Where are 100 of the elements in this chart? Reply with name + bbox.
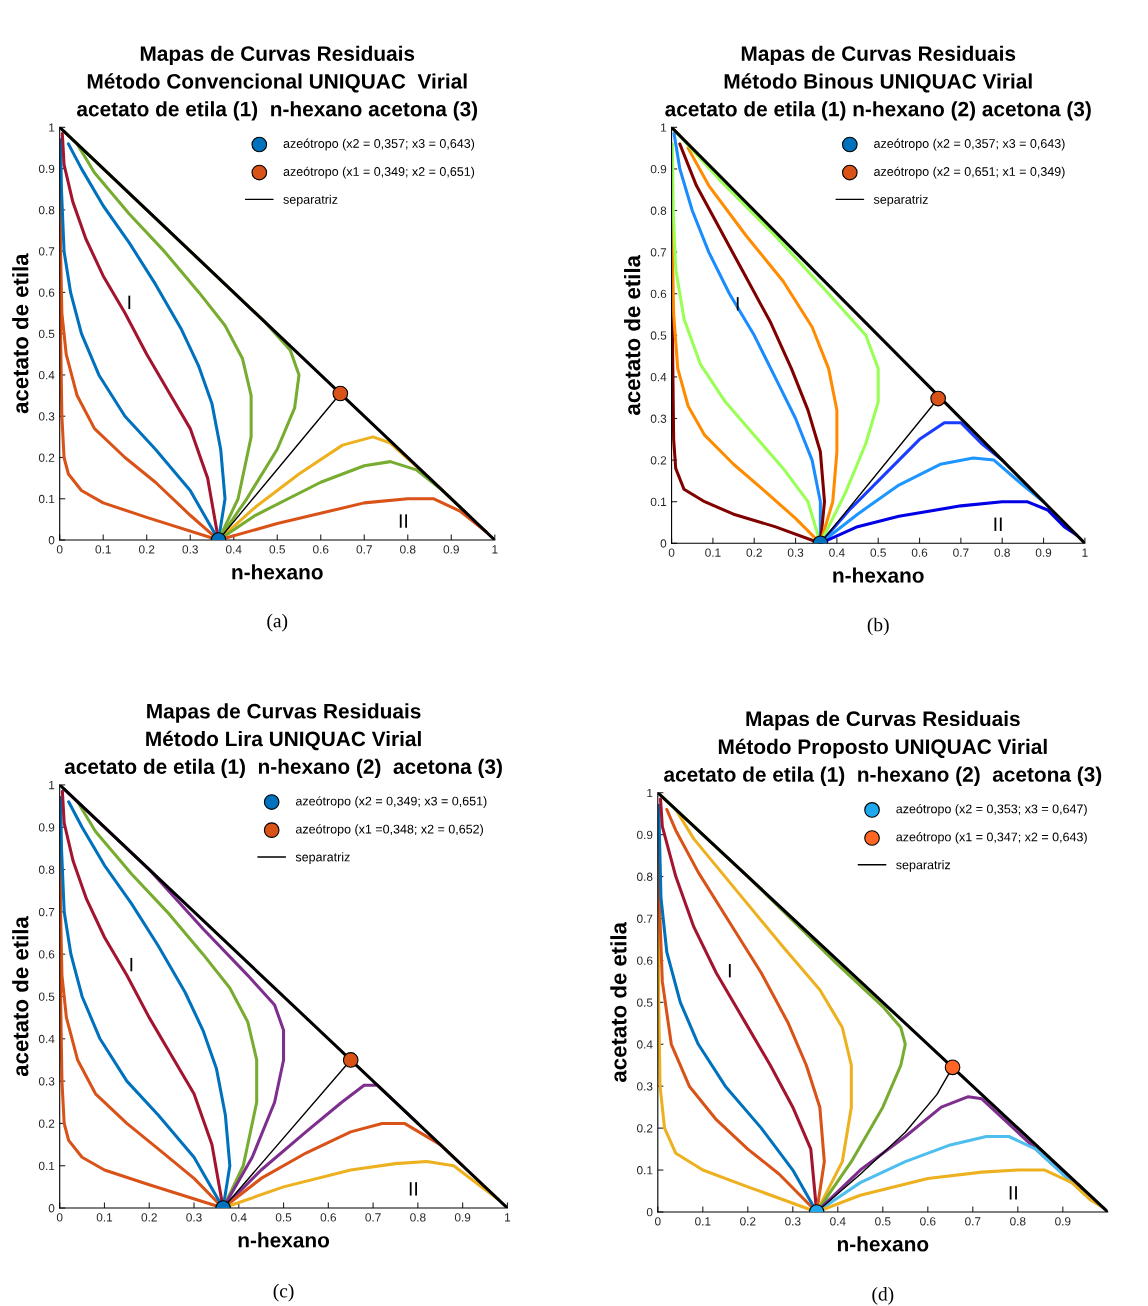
text: (a) bbox=[267, 613, 288, 632]
annotation: II bbox=[994, 517, 1002, 531]
x-tick-label: 0.5 bbox=[269, 545, 285, 554]
y-tick-label: 0.8 bbox=[636, 872, 653, 881]
x-tick-label: 0.9 bbox=[1055, 1217, 1071, 1226]
y-tick-label: 0.1 bbox=[650, 497, 667, 507]
chart-title: Mapas de Curvas Residuais Método Convencional UNIQUAC Virial acetato de etila (1) n-hexano acetona (3) bbox=[77, 45, 478, 121]
y-tick-label: 0.5 bbox=[38, 992, 55, 1001]
y-tick-label: 0.5 bbox=[38, 329, 55, 339]
x-tick-label: 0.2 bbox=[138, 545, 155, 554]
x-tick-label: 0.3 bbox=[182, 545, 198, 554]
x-tick-label: 0.9 bbox=[443, 545, 459, 554]
y-tick-label: 0.5 bbox=[650, 331, 667, 340]
x-tick-label: 0.6 bbox=[911, 548, 928, 557]
legend-label: separatriz bbox=[873, 194, 928, 207]
annotation: I bbox=[130, 957, 133, 972]
legend-label: azeótropo (x1 = 0,347; x2 = 0,643) bbox=[896, 832, 1087, 844]
y-tick-label: 0.7 bbox=[650, 248, 667, 257]
x-tick-label: 0.6 bbox=[920, 1217, 936, 1226]
x-tick-label: 0.5 bbox=[275, 1213, 292, 1222]
y-tick-label: 0.7 bbox=[38, 247, 55, 256]
x-tick-label: 0.3 bbox=[787, 548, 804, 557]
x-tick-label: 0.8 bbox=[994, 548, 1010, 557]
x-tick-label: 0.6 bbox=[320, 1213, 337, 1222]
x-tick-label: 0.2 bbox=[141, 1213, 157, 1222]
y-tick-label: 0.3 bbox=[38, 412, 55, 421]
y-tick-label: 0.1 bbox=[636, 1166, 653, 1175]
y-tick-label: 0.4 bbox=[650, 372, 667, 382]
x-axis-title: n-hexano bbox=[238, 1232, 330, 1248]
y-tick-label: 0.6 bbox=[636, 956, 653, 965]
x-tick-label: 0.9 bbox=[454, 1213, 471, 1222]
x-tick-label: 0.2 bbox=[746, 548, 762, 557]
x-tick-label: 0.4 bbox=[231, 1213, 247, 1222]
y-tick-label: 0.8 bbox=[38, 865, 55, 874]
y-tick-label: 0.4 bbox=[636, 1040, 653, 1049]
chart-title: Mapas de Curvas Residuais Método Lira UNIQUAC Virial acetato de etila (1) n-hexano (2) acetona (3) bbox=[64, 703, 502, 779]
x-tick-label: 0.5 bbox=[870, 548, 886, 557]
y-tick-label: 0.1 bbox=[38, 494, 55, 504]
y-tick-label: 0.7 bbox=[636, 914, 653, 923]
text: (b) bbox=[867, 617, 889, 636]
x-axis-title: n-hexano bbox=[833, 567, 924, 583]
legend-label: separatriz bbox=[295, 852, 350, 864]
x-tick-label: 0.9 bbox=[1035, 548, 1052, 557]
y-tick-label: 0.1 bbox=[38, 1161, 55, 1171]
y-tick-label: 0.9 bbox=[38, 823, 55, 832]
y-tick-label: 0.9 bbox=[650, 164, 667, 174]
x-tick-label: 0.8 bbox=[1010, 1217, 1026, 1226]
text: (d) bbox=[872, 1287, 894, 1305]
y-axis-title: acetato de etila bbox=[624, 254, 641, 415]
legend-label: azeótropo (x2 = 0,357; x3 = 0,643) bbox=[874, 138, 1065, 151]
x-tick-label: 0.2 bbox=[740, 1217, 756, 1226]
legend-label: azeótropo (x2 = 0,349; x3 = 0,651) bbox=[295, 796, 487, 808]
y-tick-label: 0.2 bbox=[636, 1124, 653, 1133]
y-tick-label: 0.3 bbox=[636, 1082, 653, 1091]
x-tick-label: 1 bbox=[492, 545, 498, 554]
annotation: I bbox=[128, 295, 131, 310]
x-tick-label: 0.7 bbox=[953, 548, 969, 557]
y-tick-label: 0.4 bbox=[38, 370, 55, 380]
x-tick-label: 0.7 bbox=[965, 1217, 981, 1226]
x-tick-label: 0.8 bbox=[400, 545, 416, 554]
x-tick-label: 0.8 bbox=[410, 1213, 426, 1222]
legend-label: separatriz bbox=[896, 860, 951, 872]
y-tick-label: 0.2 bbox=[38, 453, 55, 462]
chart-title: Mapas de Curvas Residuais Método Binous UNIQUAC Virial acetato de etila (1) n-hexano (2) acetona (3) bbox=[665, 45, 1091, 121]
x-tick-label: 0 bbox=[56, 545, 63, 554]
y-tick-label: 0.9 bbox=[636, 830, 653, 840]
legend-label: azeótropo (x1 = 0,349; x2 = 0,651) bbox=[283, 166, 475, 179]
y-tick-label: 0 bbox=[48, 1204, 55, 1213]
x-tick-label: 1 bbox=[1082, 548, 1088, 557]
y-axis-title: acetato de etila bbox=[12, 253, 29, 414]
x-axis-title: n-hexano bbox=[232, 564, 323, 580]
x-tick-label: 0.4 bbox=[830, 1217, 846, 1226]
x-tick-label: 0.1 bbox=[96, 1213, 113, 1222]
y-tick-label: 0.6 bbox=[650, 289, 667, 299]
legend-label: separatriz bbox=[283, 194, 338, 207]
y-tick-label: 0.6 bbox=[38, 288, 55, 297]
x-tick-label: 0.3 bbox=[186, 1213, 202, 1222]
x-tick-label: 1 bbox=[505, 1213, 511, 1222]
legend-label: azeótropo (x1 =0,348; x2 = 0,652) bbox=[295, 824, 483, 836]
x-tick-label: 0.6 bbox=[313, 545, 329, 554]
y-tick-label: 1 bbox=[661, 123, 667, 132]
x-tick-label: 0.4 bbox=[225, 545, 242, 554]
y-tick-label: 0.5 bbox=[636, 998, 653, 1007]
x-tick-label: 0.4 bbox=[829, 548, 845, 557]
y-tick-label: 0.3 bbox=[650, 414, 667, 423]
y-tick-label: 0.8 bbox=[650, 206, 667, 215]
y-tick-label: 0.2 bbox=[38, 1119, 55, 1128]
annotation: I bbox=[736, 297, 739, 311]
x-tick-label: 0.1 bbox=[695, 1217, 711, 1226]
x-tick-label: 0.1 bbox=[705, 548, 721, 557]
y-tick-label: 1 bbox=[647, 788, 653, 798]
x-tick-label: 0.5 bbox=[875, 1217, 891, 1226]
x-tick-label: 0.7 bbox=[356, 545, 372, 554]
y-tick-label: 0 bbox=[660, 539, 667, 548]
x-tick-label: 0 bbox=[668, 548, 675, 557]
x-tick-label: 0.1 bbox=[95, 545, 111, 554]
x-tick-label: 0 bbox=[56, 1213, 63, 1222]
legend-label: azeótropo (x2 = 0,651; x1 = 0,349) bbox=[874, 166, 1065, 179]
legend-label: azeótropo (x2 = 0,357; x3 = 0,643) bbox=[283, 138, 475, 151]
legend-label: azeótropo (x2 = 0,353; x3 = 0,647) bbox=[896, 803, 1087, 816]
